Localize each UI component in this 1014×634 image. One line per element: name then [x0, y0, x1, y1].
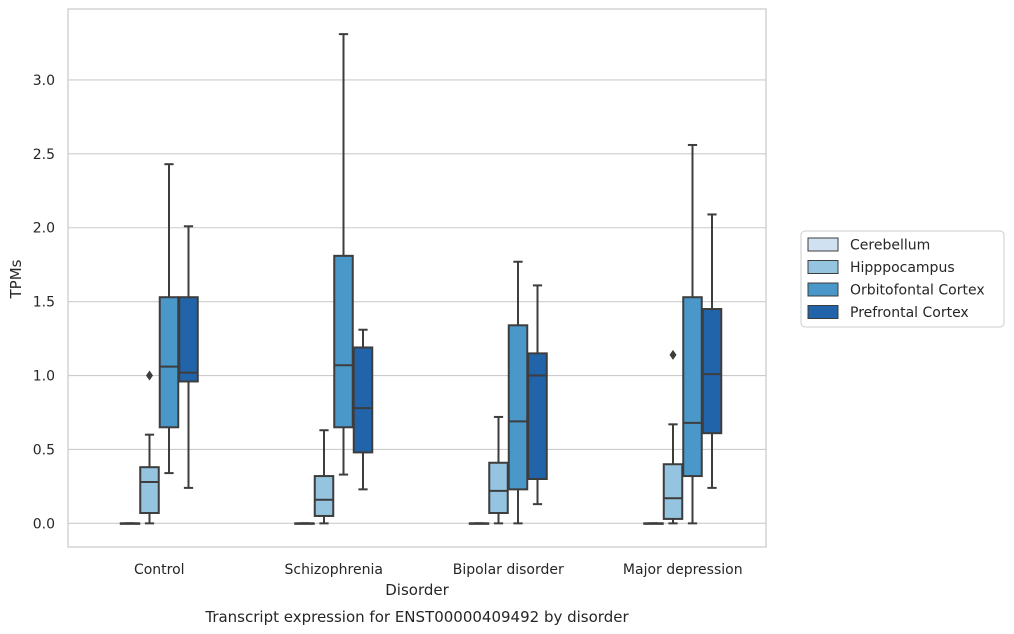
- box-iqr: [333, 254, 354, 429]
- box-iqr: [313, 475, 335, 517]
- y-tick-label: 0.0: [33, 516, 55, 532]
- box-iqr: [178, 296, 199, 383]
- legend-label: Cerebellum: [850, 238, 930, 254]
- box-prefrontal-cortex-schizophrenia: [352, 328, 374, 491]
- box-iqr: [507, 324, 529, 491]
- box-cerebellum-schizophrenia: [294, 522, 315, 525]
- box-iqr: [701, 308, 723, 435]
- box-cerebellum-bipolar-disorder: [468, 522, 490, 525]
- box-prefrontal-cortex-control: [178, 225, 199, 489]
- legend-label: Orbitofontal Cortex: [850, 283, 985, 299]
- legend-swatch: [807, 260, 839, 274]
- box-hipppocampus-control: [139, 370, 160, 525]
- box-hipppocampus-schizophrenia: [313, 429, 335, 525]
- y-tick-label: 2.0: [33, 221, 55, 237]
- box-iqr: [139, 466, 160, 515]
- box-iqr: [682, 296, 703, 478]
- outlier-point: [146, 370, 153, 381]
- y-axis-label: TPMs: [7, 259, 25, 299]
- legend-swatch: [807, 282, 839, 297]
- box-iqr: [488, 461, 509, 515]
- box-prefrontal-cortex-major-depression: [701, 213, 723, 489]
- box-iqr: [662, 463, 684, 520]
- y-tick-label: 1.0: [33, 369, 55, 385]
- legend-swatch: [807, 237, 839, 252]
- box-orbitofontal-cortex-schizophrenia: [333, 33, 354, 476]
- box-plots: [119, 33, 723, 525]
- box-iqr: [527, 352, 548, 481]
- box-hipppocampus-major-depression: [662, 349, 684, 525]
- x-axis-ticks: Control Schizophrenia Bipolar disorder Majo…: [134, 562, 743, 578]
- chart-title: Transcript expression for ENST0000040949…: [204, 608, 629, 626]
- box-orbitofontal-cortex-control: [158, 163, 180, 475]
- box-iqr: [352, 346, 374, 454]
- x-tick-label: Bipolar disorder: [453, 562, 564, 578]
- y-tick-label: 0.5: [33, 442, 55, 458]
- box-orbitofontal-cortex-major-depression: [682, 143, 703, 525]
- y-tick-label: 1.5: [33, 295, 55, 311]
- legend-label: Hipppocampus: [850, 260, 955, 276]
- box-cerebellum-major-depression: [643, 522, 664, 525]
- legend-frame: [800, 230, 1005, 328]
- legend-label: Prefrontal Cortex: [850, 305, 969, 321]
- x-tick-label: Schizophrenia: [285, 562, 383, 578]
- x-tick-label: Control: [134, 562, 185, 578]
- x-axis-label: Disorder: [385, 581, 449, 599]
- y-tick-label: 3.0: [33, 73, 55, 89]
- x-tick-label: Major depression: [623, 562, 743, 578]
- legend-swatch: [807, 305, 839, 319]
- box-orbitofontal-cortex-bipolar-disorder: [507, 260, 529, 525]
- box-hipppocampus-bipolar-disorder: [488, 415, 509, 525]
- plot-frame: [67, 8, 767, 548]
- y-axis-ticks: 0.0 0.5 1.0 1.5 2.0 2.5 3.0: [33, 73, 55, 532]
- box-iqr: [158, 296, 180, 429]
- y-tick-label: 2.5: [33, 147, 55, 163]
- legend: Cerebellum Hipppocampus Orbitofontal Corte…: [800, 230, 1005, 328]
- outlier-point: [669, 349, 677, 360]
- box-cerebellum-control: [119, 522, 141, 525]
- box-prefrontal-cortex-bipolar-disorder: [527, 284, 548, 506]
